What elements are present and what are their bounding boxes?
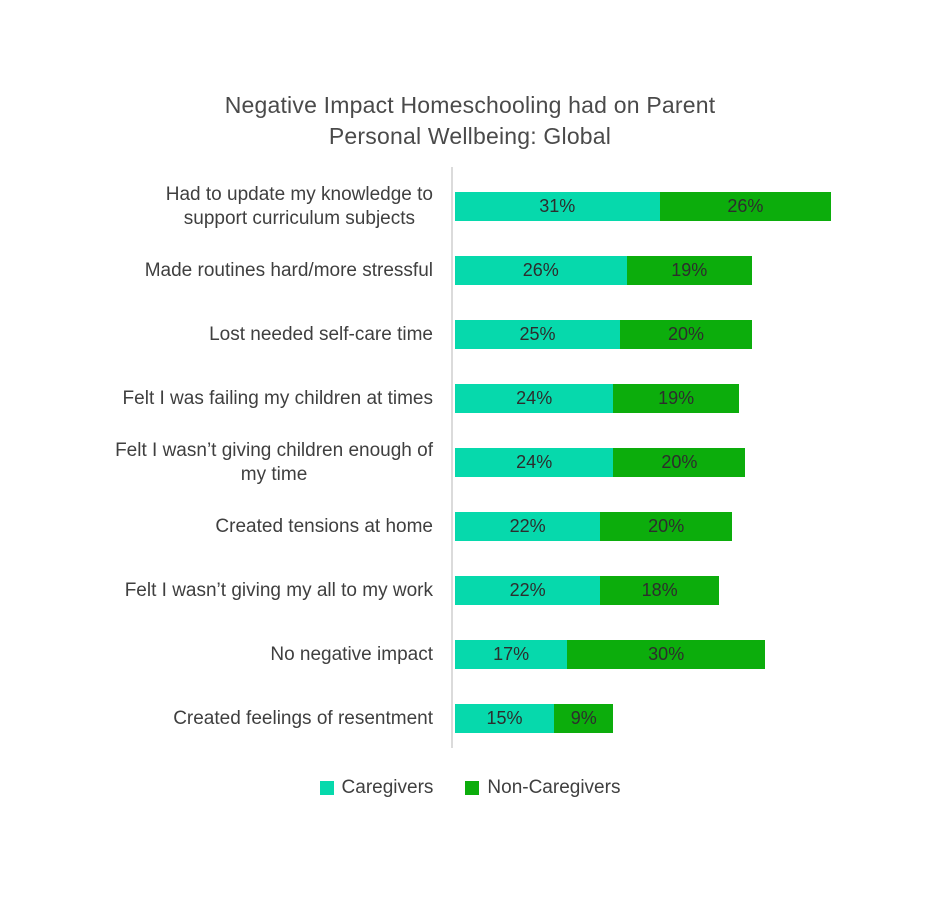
category-label: Felt I was failing my children at times bbox=[123, 387, 433, 411]
bar-segment-caregivers: 15% bbox=[455, 704, 554, 733]
bar-segment-non-caregivers: 20% bbox=[600, 512, 733, 541]
bar-row: 24% 19% bbox=[455, 384, 739, 413]
caregivers-swatch-icon bbox=[319, 781, 334, 795]
bar-segment-non-caregivers: 19% bbox=[626, 256, 752, 285]
bar-segment-non-caregivers: 18% bbox=[600, 576, 719, 605]
category-label: Felt I wasn’t giving children enough of … bbox=[115, 439, 433, 487]
value-label: 20% bbox=[661, 452, 698, 472]
category-label-text: Had to update my knowledge to support cu… bbox=[165, 183, 433, 229]
bar-segment-caregivers: 25% bbox=[455, 320, 620, 349]
bar-segment-non-caregivers: 19% bbox=[613, 384, 739, 413]
bar-segment-non-caregivers: 26% bbox=[659, 192, 832, 221]
value-label: 24% bbox=[516, 388, 553, 408]
y-axis-line bbox=[451, 167, 453, 748]
bar-row: 22% 20% bbox=[455, 512, 733, 541]
legend-label-non-caregivers: Non-Caregivers bbox=[487, 777, 621, 798]
value-label: 9% bbox=[570, 708, 597, 728]
bar-segment-caregivers: 31% bbox=[455, 192, 660, 221]
bar-segment-non-caregivers: 20% bbox=[613, 448, 746, 477]
value-label: 26% bbox=[522, 260, 559, 280]
bar-segment-caregivers: 22% bbox=[455, 576, 601, 605]
bar-row: 22% 18% bbox=[455, 576, 719, 605]
value-label: 15% bbox=[486, 708, 523, 728]
bar-segment-caregivers: 22% bbox=[455, 512, 601, 541]
bar-segment-caregivers: 24% bbox=[455, 384, 614, 413]
value-label: 26% bbox=[727, 196, 764, 216]
category-label-text: Felt I was failing my children at times bbox=[122, 387, 433, 409]
bar-segment-non-caregivers: 9% bbox=[554, 704, 614, 733]
value-label: 19% bbox=[671, 260, 708, 280]
category-label-text: Made routines hard/more stressful bbox=[144, 259, 433, 281]
category-label: Felt I wasn’t giving my all to my work bbox=[125, 579, 433, 603]
bar-row: 15% 9% bbox=[455, 704, 614, 733]
category-label: Created tensions at home bbox=[215, 515, 433, 539]
bar-segment-non-caregivers: 30% bbox=[567, 640, 766, 669]
category-label-text: Felt I wasn’t giving children enough of … bbox=[115, 439, 433, 485]
bar-segment-non-caregivers: 20% bbox=[620, 320, 752, 349]
bar-segment-caregivers: 24% bbox=[455, 448, 614, 477]
legend-label-caregivers: Caregivers bbox=[341, 777, 434, 798]
chart-title-line1: Negative Impact Homeschooling had on Par… bbox=[224, 92, 716, 118]
value-label: 25% bbox=[519, 324, 556, 344]
bar-segment-caregivers: 26% bbox=[455, 256, 627, 285]
bar-row: 31% 26% bbox=[455, 192, 832, 221]
value-label: 19% bbox=[658, 388, 695, 408]
category-label-text: Felt I wasn’t giving my all to my work bbox=[124, 579, 433, 601]
bar-row: 25% 20% bbox=[455, 320, 752, 349]
non-caregivers-swatch-icon bbox=[465, 781, 480, 795]
value-label: 22% bbox=[509, 516, 546, 536]
category-label-text: Created tensions at home bbox=[215, 515, 433, 537]
value-label: 17% bbox=[493, 644, 530, 664]
value-label: 31% bbox=[539, 196, 576, 216]
value-label: 20% bbox=[667, 324, 705, 344]
category-label: Had to update my knowledge to support cu… bbox=[166, 183, 433, 231]
value-label: 24% bbox=[516, 452, 553, 472]
legend: Caregivers Non-Caregivers bbox=[0, 777, 940, 799]
bar-row: 24% 20% bbox=[455, 448, 746, 477]
bar-segment-caregivers: 17% bbox=[455, 640, 568, 669]
category-label: Made routines hard/more stressful bbox=[145, 259, 433, 283]
value-label: 30% bbox=[648, 644, 685, 664]
value-label: 20% bbox=[648, 516, 685, 536]
chart-title-line2: Personal Wellbeing: Global bbox=[328, 123, 612, 149]
bar-row: 17% 30% bbox=[455, 640, 766, 669]
category-label: Created feelings of resentment bbox=[173, 707, 433, 731]
category-label-text: Lost needed self-care time bbox=[209, 323, 433, 345]
category-label-text: No negative impact bbox=[270, 643, 433, 665]
legend-item-caregivers: Caregivers bbox=[319, 777, 434, 799]
category-label-text: Created feelings of resentment bbox=[173, 707, 433, 729]
legend-item-non-caregivers: Non-Caregivers bbox=[465, 777, 620, 799]
category-label: Lost needed self-care time bbox=[209, 323, 433, 347]
bar-row: 26% 19% bbox=[455, 256, 752, 285]
category-label: No negative impact bbox=[270, 643, 433, 667]
chart-title: Negative Impact Homeschooling had on Par… bbox=[0, 90, 940, 152]
value-label: 22% bbox=[509, 580, 546, 600]
value-label: 18% bbox=[641, 580, 678, 600]
